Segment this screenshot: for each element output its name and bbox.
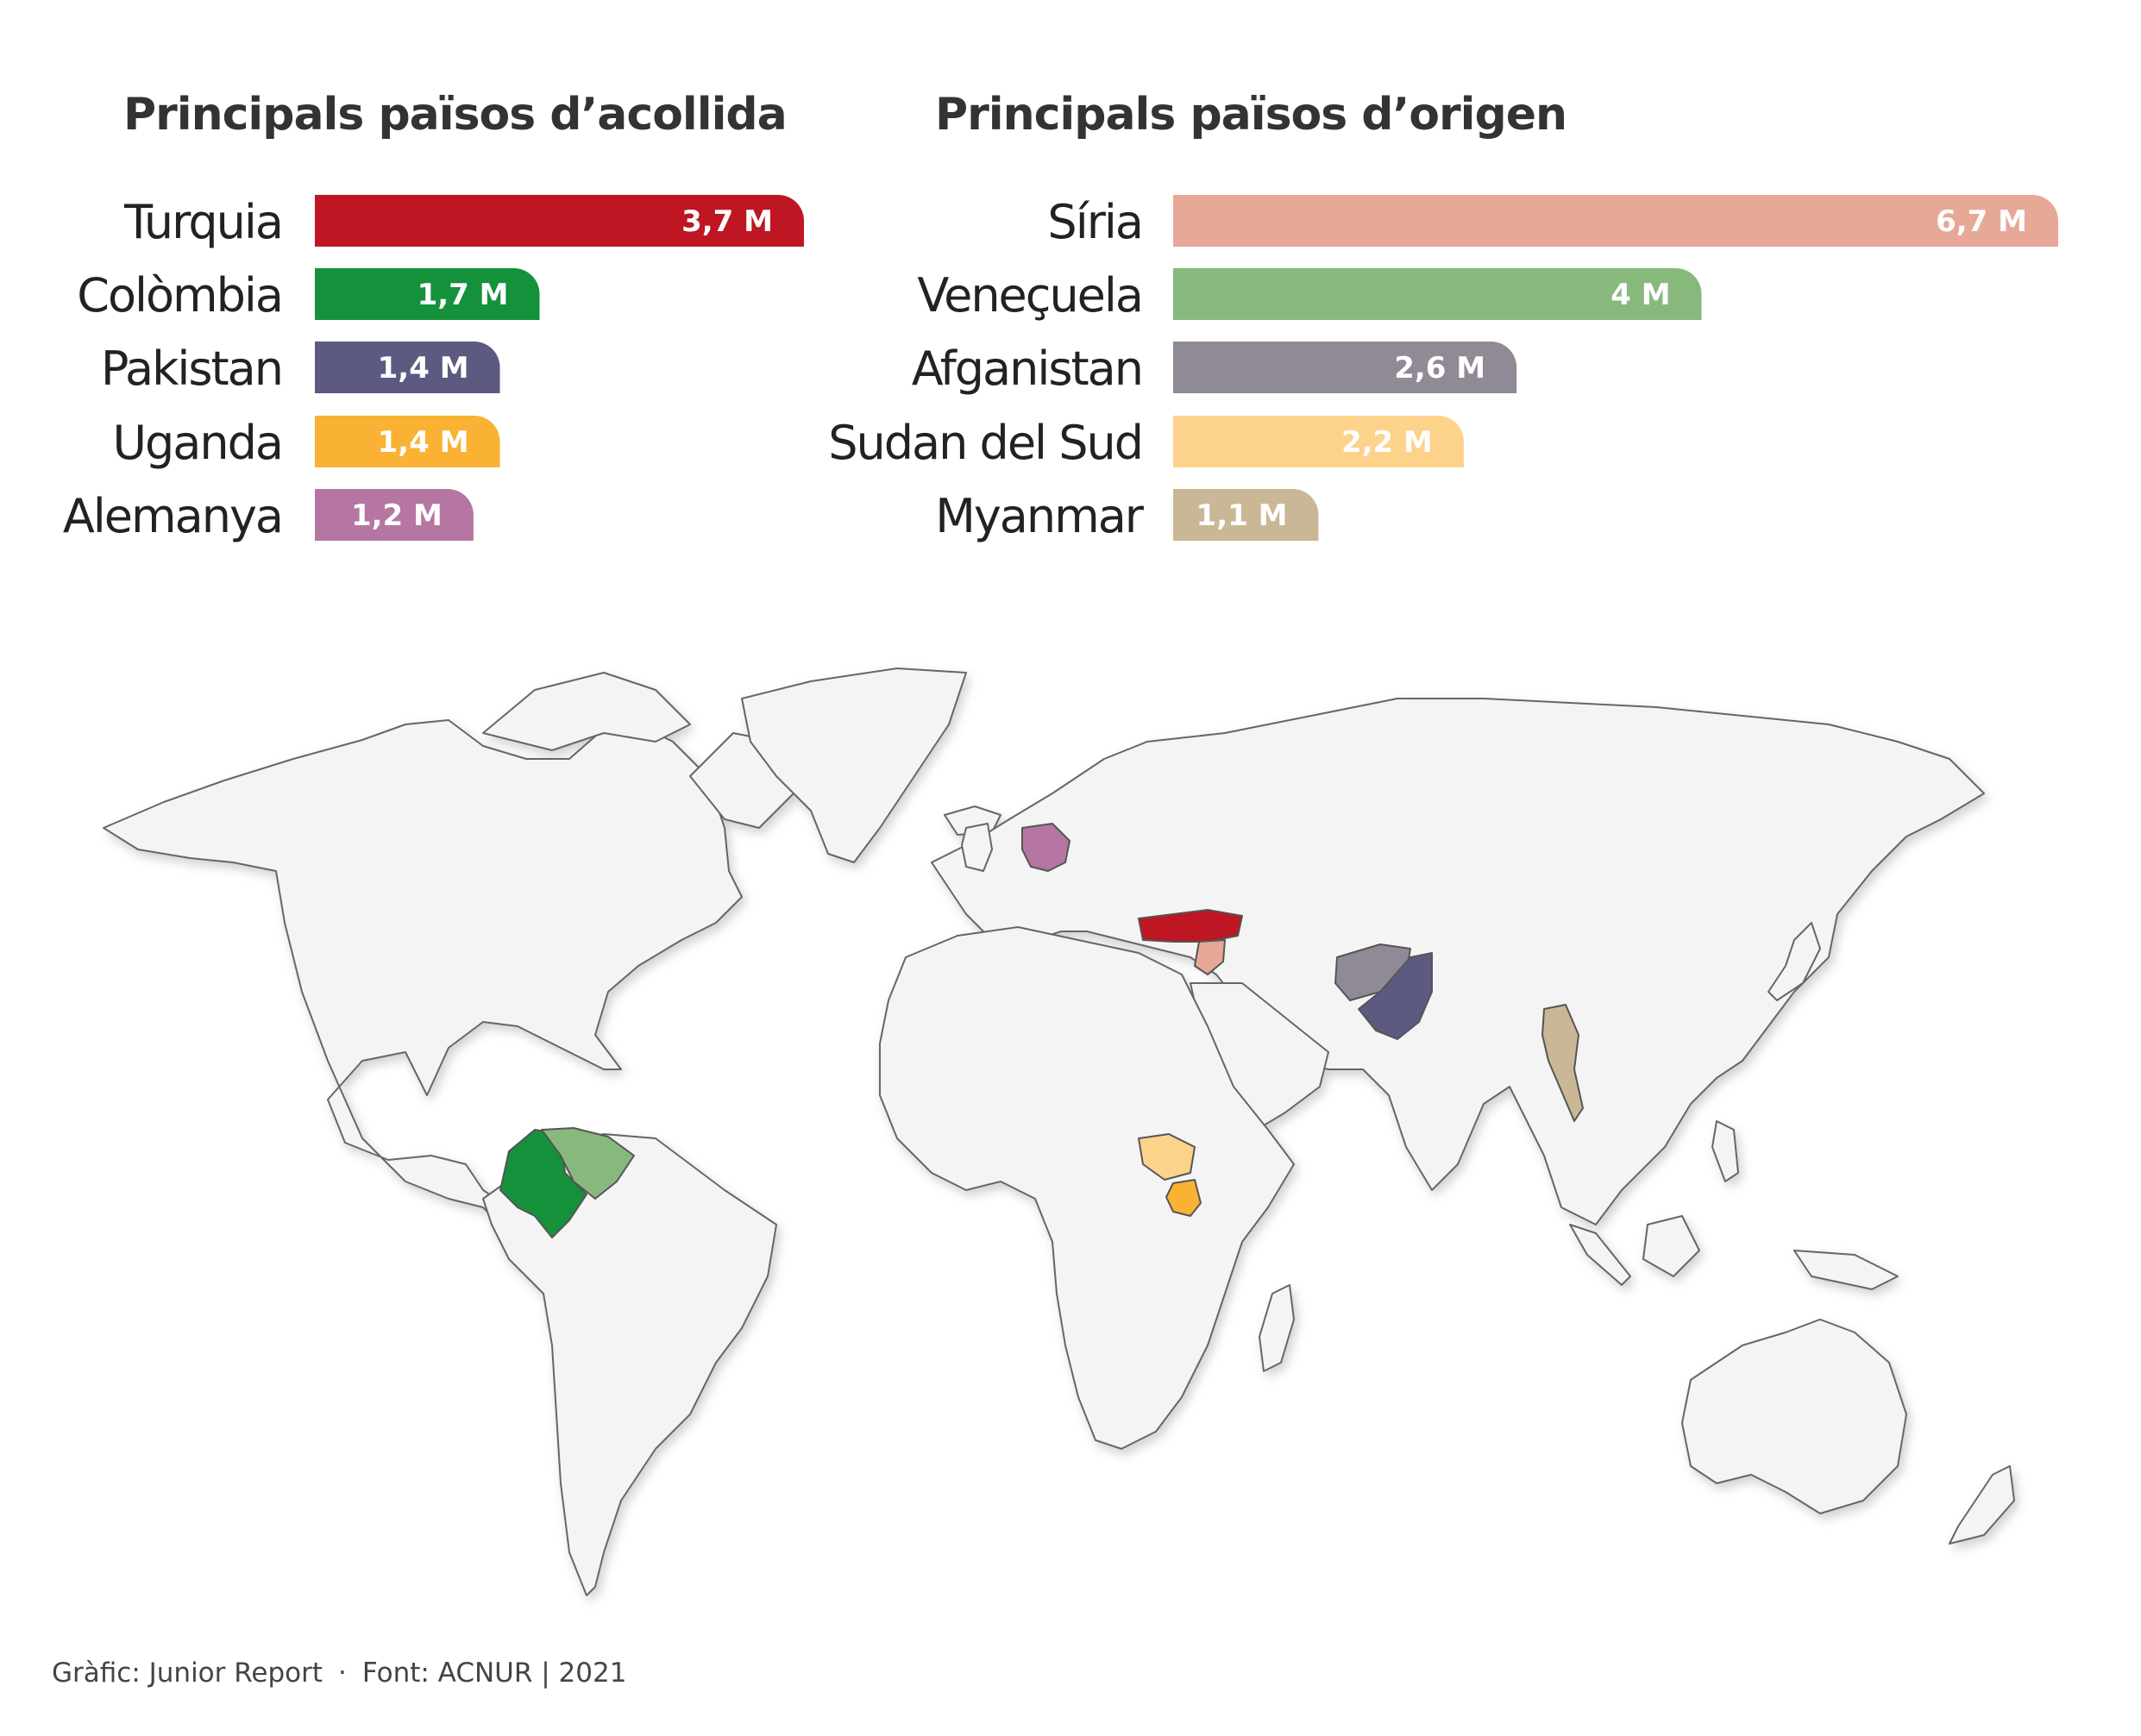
origin-bar-4 bbox=[1173, 489, 1319, 541]
host-chart-title: Principals països d’acollida bbox=[123, 89, 788, 141]
greenland-shape bbox=[741, 667, 967, 863]
bar-charts: Turquia 3,7 M Colòmbia 1,7 M Pakistan 1,4 M Ug… bbox=[63, 195, 2058, 543]
origin-value-label: 6,7 M bbox=[1936, 204, 2027, 239]
eurasia-shape bbox=[931, 698, 1985, 1225]
host-bar-4 bbox=[315, 489, 474, 541]
borneo-shape bbox=[1642, 1215, 1700, 1277]
origin-category-label: Sudan del Sud bbox=[828, 416, 1142, 470]
country-turkey bbox=[1138, 909, 1243, 943]
country-venezuela bbox=[541, 1127, 635, 1200]
world-land bbox=[103, 667, 2015, 1596]
origin-value-label: 1,1 M bbox=[1196, 498, 1288, 533]
origin-bar-1 bbox=[1173, 268, 1702, 320]
host-value-label: 1,2 M bbox=[351, 498, 443, 533]
host-bar-1 bbox=[315, 268, 540, 320]
footer-source: Font: ACNUR | 2021 bbox=[361, 1658, 627, 1689]
sumatra-shape bbox=[1569, 1224, 1631, 1286]
host-category-label: Alemanya bbox=[63, 489, 282, 543]
british-isles-shape bbox=[961, 823, 993, 872]
origin-bar-2 bbox=[1173, 342, 1517, 393]
africa-shape bbox=[879, 926, 1295, 1450]
new-zealand-shape bbox=[1949, 1465, 2015, 1545]
new-guinea-shape bbox=[1793, 1250, 1899, 1290]
origin-value-label: 2,2 M bbox=[1341, 425, 1433, 460]
origin-category-label: Veneçuela bbox=[917, 268, 1142, 323]
host-value-label: 1,4 M bbox=[378, 351, 469, 385]
south-america-shape bbox=[482, 1133, 777, 1596]
world-map bbox=[103, 667, 2015, 1596]
origin-bar-3 bbox=[1173, 416, 1464, 467]
host-category-label: Colòmbia bbox=[77, 268, 282, 323]
host-category-label: Pakistan bbox=[101, 342, 282, 396]
host-bar-3 bbox=[315, 416, 500, 467]
origin-value-label: 2,6 M bbox=[1394, 351, 1485, 385]
footer-credit: Gràfic: Junior Report bbox=[52, 1658, 323, 1689]
origin-chart-title: Principals països d’origen bbox=[935, 89, 1567, 141]
japan-shape bbox=[1767, 922, 1821, 1001]
australia-shape bbox=[1681, 1319, 1907, 1514]
origin-value-label: 4 M bbox=[1610, 278, 1670, 312]
origin-category-label: Myanmar bbox=[935, 489, 1145, 543]
host-value-label: 1,7 M bbox=[418, 278, 509, 312]
country-uganda bbox=[1165, 1179, 1202, 1217]
host-category-label: Turquia bbox=[123, 195, 282, 249]
country-south-sudan bbox=[1138, 1133, 1196, 1181]
country-syria bbox=[1194, 939, 1226, 975]
philippines-shape bbox=[1711, 1120, 1739, 1182]
host-category-label: Uganda bbox=[113, 416, 283, 470]
origin-category-label: Síria bbox=[1047, 195, 1142, 249]
footer-separator: · bbox=[338, 1658, 347, 1689]
origin-bar-0 bbox=[1173, 195, 2058, 247]
madagascar-shape bbox=[1259, 1284, 1295, 1372]
host-bar-2 bbox=[315, 342, 500, 393]
north-america-shape bbox=[103, 719, 743, 1243]
host-value-label: 3,7 M bbox=[681, 204, 773, 239]
arctic-islands-shape bbox=[482, 672, 691, 751]
host-bar-0 bbox=[315, 195, 804, 247]
country-pakistan bbox=[1358, 952, 1433, 1040]
footer: Gràfic: Junior Report · Font: ACNUR | 2021 bbox=[52, 1658, 626, 1689]
origin-category-label: Afganistan bbox=[912, 342, 1142, 396]
host-value-label: 1,4 M bbox=[378, 425, 469, 460]
country-germany bbox=[1021, 823, 1070, 872]
country-myanmar bbox=[1541, 1004, 1584, 1122]
